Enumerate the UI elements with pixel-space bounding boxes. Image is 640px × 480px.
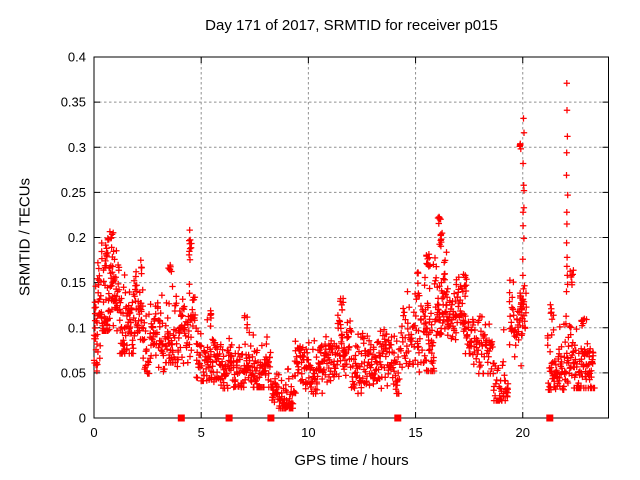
axis-marker-square — [267, 414, 275, 422]
x-axis-label: GPS time / hours — [294, 452, 409, 469]
y-tick-label: 0.05 — [61, 365, 86, 380]
x-tick-label: 10 — [301, 425, 315, 440]
x-tick-label: 0 — [90, 425, 97, 440]
y-tick-label: 0.15 — [61, 275, 86, 290]
y-tick-label: 0 — [79, 411, 86, 426]
y-tick-label: 0.25 — [61, 185, 86, 200]
x-tick-label: 5 — [198, 425, 205, 440]
axis-ticks — [93, 56, 609, 419]
scatter-points — [90, 80, 598, 412]
axis-marker-square — [546, 414, 554, 422]
x-tick-label: 15 — [408, 425, 422, 440]
y-tick-label: 0.1 — [68, 320, 86, 335]
x-tick-labels: 0 5 10 15 20 — [90, 425, 530, 440]
axis-marker-squares — [177, 414, 554, 422]
axis-marker-square — [177, 414, 185, 422]
axis-marker-square — [225, 414, 233, 422]
y-tick-label: 0.3 — [68, 140, 86, 155]
y-tick-label: 0.35 — [61, 95, 86, 110]
y-tick-label: 0.2 — [68, 230, 86, 245]
chart-title: Day 171 of 2017, SRMTID for receiver p01… — [205, 17, 498, 34]
x-tick-label: 20 — [516, 425, 530, 440]
axis-marker-square — [394, 414, 402, 422]
y-tick-label: 0.4 — [68, 50, 86, 65]
y-tick-labels: 0 0.05 0.1 0.15 0.2 0.25 0.3 0.35 0.4 — [61, 50, 86, 426]
